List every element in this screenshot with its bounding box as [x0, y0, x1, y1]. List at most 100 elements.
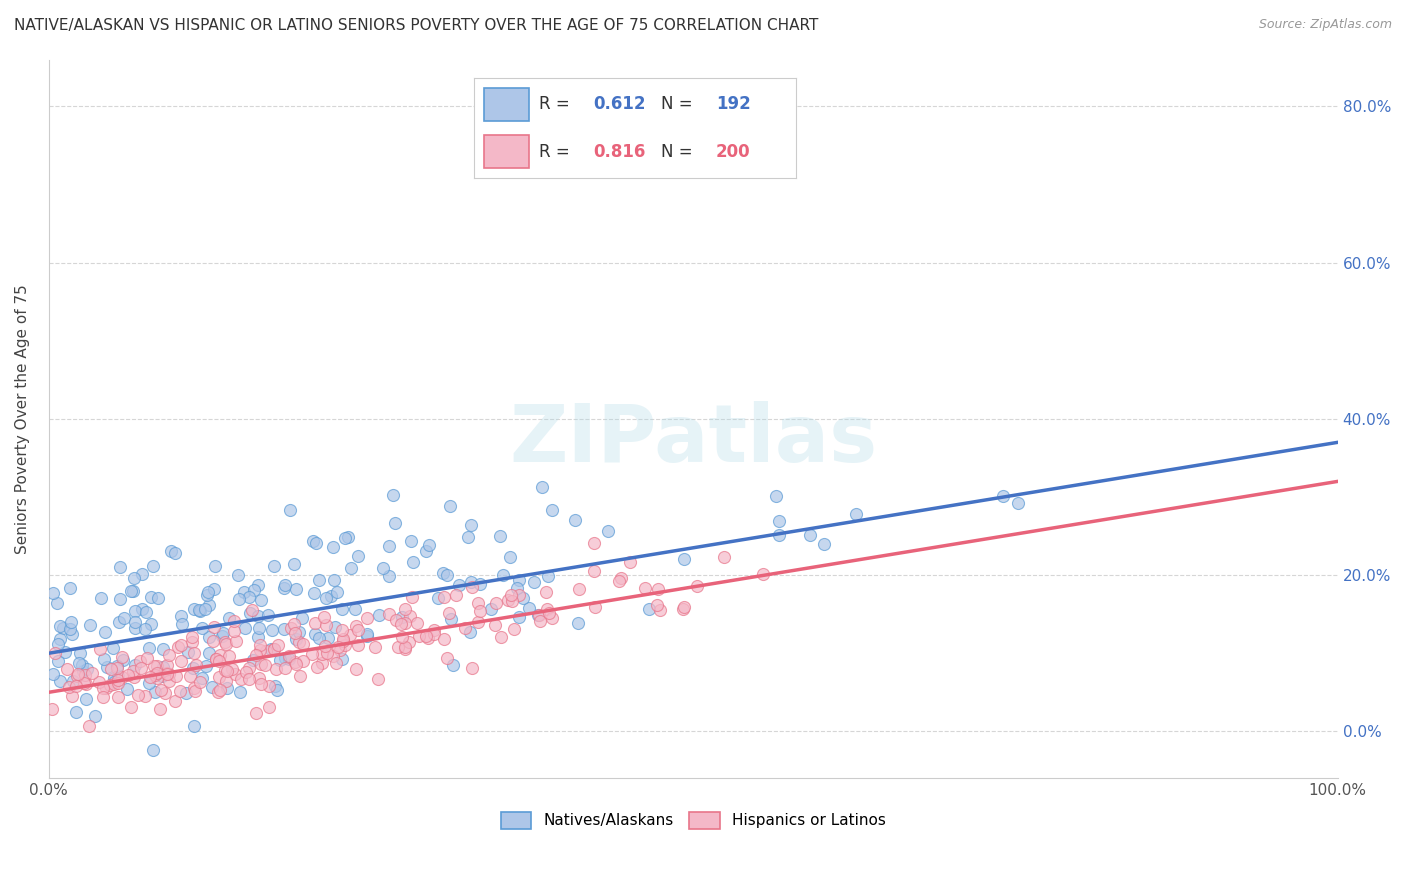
Point: [243, 582, 266, 597]
Point: [273, 622, 295, 636]
Point: [488, 529, 510, 543]
Point: [184, 683, 207, 698]
Point: [264, 679, 287, 693]
Point: [208, 682, 231, 697]
Point: [169, 684, 191, 698]
Point: [48, 674, 70, 689]
Point: [993, 490, 1015, 504]
Point: [245, 648, 267, 662]
Point: [208, 670, 231, 684]
Point: [75, 691, 97, 706]
Point: [609, 571, 631, 585]
Point: [288, 624, 311, 639]
Point: [183, 719, 205, 733]
Point: [274, 651, 297, 665]
Point: [124, 658, 146, 673]
Point: [315, 591, 337, 606]
Point: [304, 627, 326, 641]
Point: [458, 624, 481, 639]
Point: [496, 593, 519, 607]
Point: [449, 578, 471, 592]
Point: [322, 540, 344, 554]
Point: [314, 610, 336, 624]
Point: [541, 503, 564, 517]
Point: [93, 652, 115, 666]
Point: [156, 666, 179, 681]
Point: [188, 674, 211, 689]
Point: [127, 688, 149, 702]
Point: [83, 708, 105, 723]
Point: [156, 657, 179, 672]
Point: [582, 564, 605, 578]
Point: [195, 588, 218, 602]
Point: [467, 596, 489, 610]
Point: [76, 662, 98, 676]
Point: [217, 681, 239, 696]
Point: [124, 571, 146, 585]
Point: [444, 588, 467, 602]
Point: [263, 642, 285, 657]
Point: [381, 488, 404, 502]
Point: [285, 657, 308, 671]
Point: [96, 660, 118, 674]
Point: [273, 581, 295, 595]
Point: [439, 612, 461, 626]
Point: [378, 607, 401, 622]
Point: [247, 609, 270, 624]
Point: [468, 577, 491, 591]
Point: [378, 539, 401, 553]
Point: [301, 647, 323, 661]
Point: [170, 654, 193, 668]
Point: [530, 479, 553, 493]
Point: [202, 634, 225, 648]
Point: [315, 618, 337, 632]
Point: [238, 673, 260, 687]
Point: [285, 582, 308, 597]
Point: [568, 582, 591, 596]
Point: [224, 614, 246, 628]
Point: [72, 664, 94, 678]
Point: [506, 581, 529, 595]
Point: [128, 654, 150, 668]
Point: [344, 662, 367, 676]
Point: [333, 532, 356, 546]
Point: [107, 669, 129, 683]
Point: [60, 627, 83, 641]
Point: [138, 640, 160, 655]
Point: [165, 694, 187, 708]
Point: [368, 607, 391, 622]
Point: [146, 666, 169, 681]
Point: [330, 652, 353, 666]
Point: [399, 609, 422, 624]
Point: [180, 635, 202, 649]
Point: [378, 569, 401, 583]
Point: [139, 670, 162, 684]
Point: [253, 658, 276, 673]
Point: [813, 537, 835, 551]
Point: [46, 637, 69, 651]
Point: [124, 670, 146, 684]
Point: [91, 681, 114, 695]
Point: [205, 652, 228, 666]
Point: [461, 660, 484, 674]
Point: [284, 655, 307, 669]
Point: [283, 557, 305, 571]
Point: [107, 690, 129, 704]
Point: [305, 536, 328, 550]
Point: [292, 654, 315, 668]
Point: [768, 515, 790, 529]
Point: [231, 672, 253, 686]
Point: [91, 690, 114, 705]
Point: [394, 640, 416, 654]
Point: [436, 568, 458, 582]
Point: [512, 591, 534, 605]
Point: [364, 640, 387, 654]
Point: [257, 700, 280, 714]
Point: [344, 601, 367, 615]
Point: [124, 615, 146, 629]
Point: [122, 664, 145, 678]
Point: [356, 611, 378, 625]
Point: [103, 671, 125, 685]
Point: [249, 677, 271, 691]
Point: [751, 566, 773, 581]
